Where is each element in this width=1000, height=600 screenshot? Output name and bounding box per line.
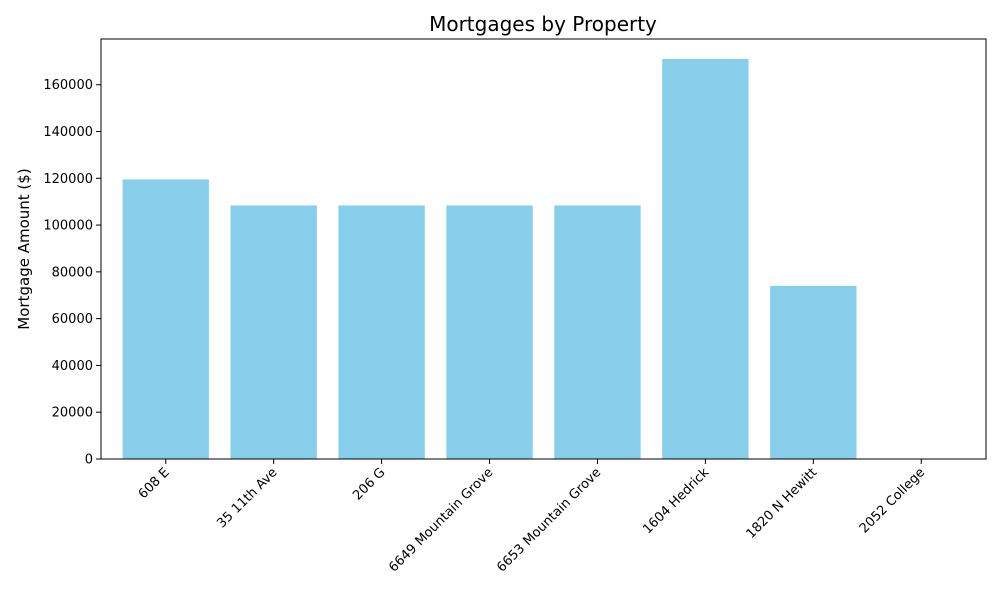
y-tick-label: 40000 [52,359,93,374]
y-tick-label: 100000 [43,219,93,234]
bar [770,285,857,459]
bars-group [122,59,857,459]
x-tick-label: 1604 Hedrick [640,465,712,537]
y-tick-label: 160000 [43,78,93,93]
x-tick-label: 1820 N Hewitt [744,465,821,542]
y-axis-ticks: 0 20000 40000 60000 80000 100000 120000 140000 1… [43,78,101,468]
x-tick-label: 6649 Mountain Grove [386,465,496,575]
bar [554,205,641,459]
bar [662,59,749,459]
y-tick-label: 20000 [52,406,93,421]
y-tick-label: 120000 [43,172,93,187]
bar [446,205,533,459]
x-tick-label: 608 E [136,465,173,502]
plot-frame [100,38,987,460]
y-tick-label: 80000 [52,265,93,280]
x-tick-label: 206 G [350,465,388,503]
chart-title: Mortgages by Property [429,12,657,36]
y-tick-label: 0 [85,453,93,468]
y-tick-label: 60000 [52,312,93,327]
y-axis-label: Mortgage Amount ($) [15,168,33,329]
y-tick-label: 140000 [43,125,93,140]
bar [230,205,317,459]
bar [122,179,209,459]
x-tick-label: 2052 College [857,465,928,536]
bar [338,205,425,459]
x-tick-label: 6653 Mountain Grove [494,465,604,575]
x-tick-label: 35 11th Ave [214,465,280,531]
